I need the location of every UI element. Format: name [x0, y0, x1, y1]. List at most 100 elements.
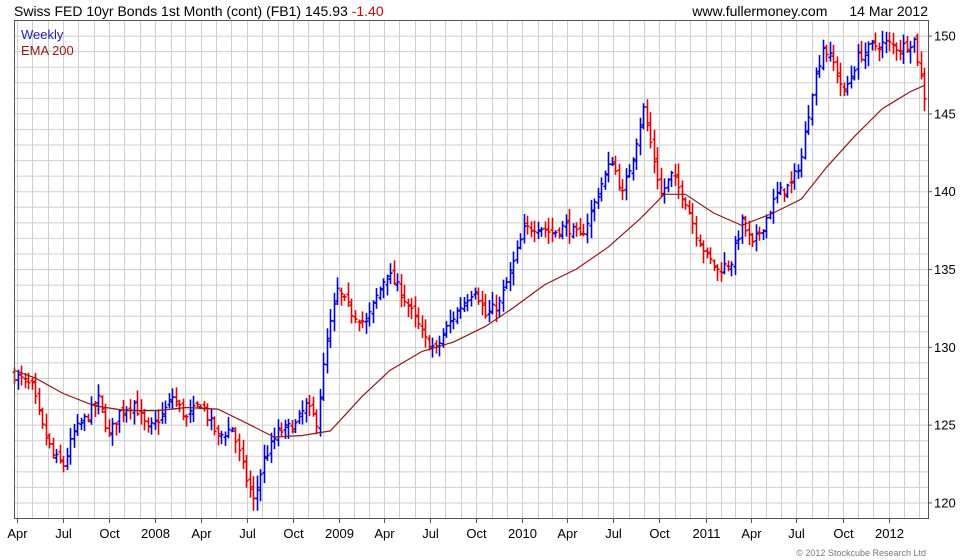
copyright-credit: © 2012 Stockcube Research Ltd — [796, 548, 926, 558]
ohlc-bar — [244, 454, 249, 488]
ohlc-bar — [701, 240, 706, 264]
chart-date: 14 Mar 2012 — [849, 3, 928, 19]
ohlc-bar — [402, 284, 407, 307]
ohlc-bar — [367, 302, 372, 327]
ohlc-bar — [722, 252, 727, 275]
ohlc-bar — [564, 214, 569, 237]
ohlc-bar — [666, 178, 671, 193]
ohlc-bar — [757, 226, 762, 241]
ohlc-bar — [698, 234, 703, 248]
ohlc-bar — [167, 393, 172, 409]
ohlc-bar — [353, 310, 358, 324]
ohlc-bar — [747, 220, 752, 246]
x-tick-label: Jul — [239, 526, 256, 541]
ohlc-bar — [100, 395, 105, 414]
ohlc-bar — [96, 384, 101, 415]
ohlc-bar — [82, 413, 87, 432]
ohlc-bar — [325, 328, 330, 374]
ohlc-bar — [683, 197, 688, 210]
ohlc-bar — [754, 224, 759, 252]
ohlc-bar — [399, 274, 404, 308]
ohlc-bar — [392, 260, 397, 285]
ohlc-bar — [694, 216, 699, 247]
x-tick-label: Oct — [649, 526, 670, 541]
ohlc-bar — [409, 297, 414, 320]
ohlc-bar — [817, 54, 822, 78]
x-tick-label: Oct — [283, 526, 304, 541]
ohlc-bar — [852, 66, 857, 81]
ohlc-bar — [638, 117, 643, 156]
ohlc-bar — [297, 410, 302, 425]
ohlc-bar — [912, 37, 917, 53]
ohlc-bar — [789, 171, 794, 194]
axes: 120 125 130 135 140 145 150 Apr Jul Oct 2008 Apr Jul… — [7, 20, 956, 541]
ohlc-bar — [613, 155, 618, 175]
x-tick-label: Apr — [191, 526, 212, 541]
ohlc-bar — [476, 287, 481, 305]
ohlc-bar — [634, 138, 639, 170]
ohlc-bar — [385, 274, 390, 296]
ohlc-bar — [79, 417, 84, 431]
ohlc-bar — [673, 163, 678, 187]
ohlc-bar — [378, 286, 383, 301]
ohlc-bar — [420, 315, 425, 339]
ohlc-bar — [501, 279, 506, 312]
ohlc-bar — [241, 439, 246, 470]
ohlc-bar — [880, 30, 885, 59]
ohlc-bar — [581, 223, 586, 237]
ohlc-bar — [191, 395, 196, 423]
ohlc-bar — [740, 214, 745, 244]
x-tick-label: 2011 — [693, 526, 721, 541]
ohlc-bar — [65, 447, 70, 471]
ohlc-bar — [905, 36, 910, 54]
ohlc-bar — [364, 313, 369, 334]
ohlc-bars — [12, 30, 927, 511]
ohlc-bar — [708, 247, 713, 264]
ohlc-bar — [262, 444, 267, 484]
ohlc-bar — [536, 221, 541, 239]
instrument-name: Swiss FED 10yr Bonds 1st Month (cont) (F… — [14, 3, 302, 19]
ohlc-bar — [617, 163, 622, 191]
x-tick-label: Jul — [55, 526, 72, 541]
ohlc-bar — [873, 32, 878, 51]
ohlc-bar — [54, 448, 59, 464]
ohlc-bar — [195, 401, 200, 408]
ohlc-bar — [40, 407, 45, 429]
ohlc-bar — [726, 260, 731, 272]
ohlc-bar — [641, 103, 646, 130]
ohlc-bar — [226, 417, 231, 439]
y-tick-label: 140 — [934, 184, 956, 199]
ohlc-bar — [293, 419, 298, 434]
ohlc-bar — [898, 39, 903, 61]
ohlc-bar — [631, 157, 636, 181]
ohlc-bar — [388, 263, 393, 285]
ohlc-bar — [659, 167, 664, 198]
ohlc-bar — [863, 42, 868, 69]
ohlc-bar — [884, 31, 889, 54]
ohlc-bar — [251, 476, 256, 511]
ohlc-bar — [515, 240, 520, 264]
ohlc-bar — [814, 67, 819, 106]
x-tick-label: 2012 — [875, 526, 904, 541]
ohlc-bar — [835, 56, 840, 84]
ohlc-bar — [61, 456, 66, 473]
ohlc-bar — [68, 427, 73, 465]
ohlc-bar — [381, 278, 386, 299]
ohlc-bar — [153, 411, 158, 430]
ohlc-bar — [705, 247, 710, 259]
x-tick-label: Oct — [99, 526, 120, 541]
ohlc-bar — [487, 299, 492, 323]
ohlc-bar — [444, 321, 449, 338]
ohlc-bar — [465, 294, 470, 312]
x-tick-label: Jul — [788, 526, 805, 541]
ohlc-bar — [93, 401, 98, 417]
ohlc-bar — [733, 235, 738, 276]
ohlc-bar — [269, 432, 274, 463]
chart-source: www.fullermoney.com 14 Mar 2012 — [692, 2, 928, 20]
ohlc-bar — [265, 445, 270, 461]
ohlc-bar — [894, 42, 899, 61]
ohlc-bar — [423, 319, 428, 348]
ohlc-bar — [283, 419, 288, 439]
ohlc-bar — [480, 290, 485, 316]
